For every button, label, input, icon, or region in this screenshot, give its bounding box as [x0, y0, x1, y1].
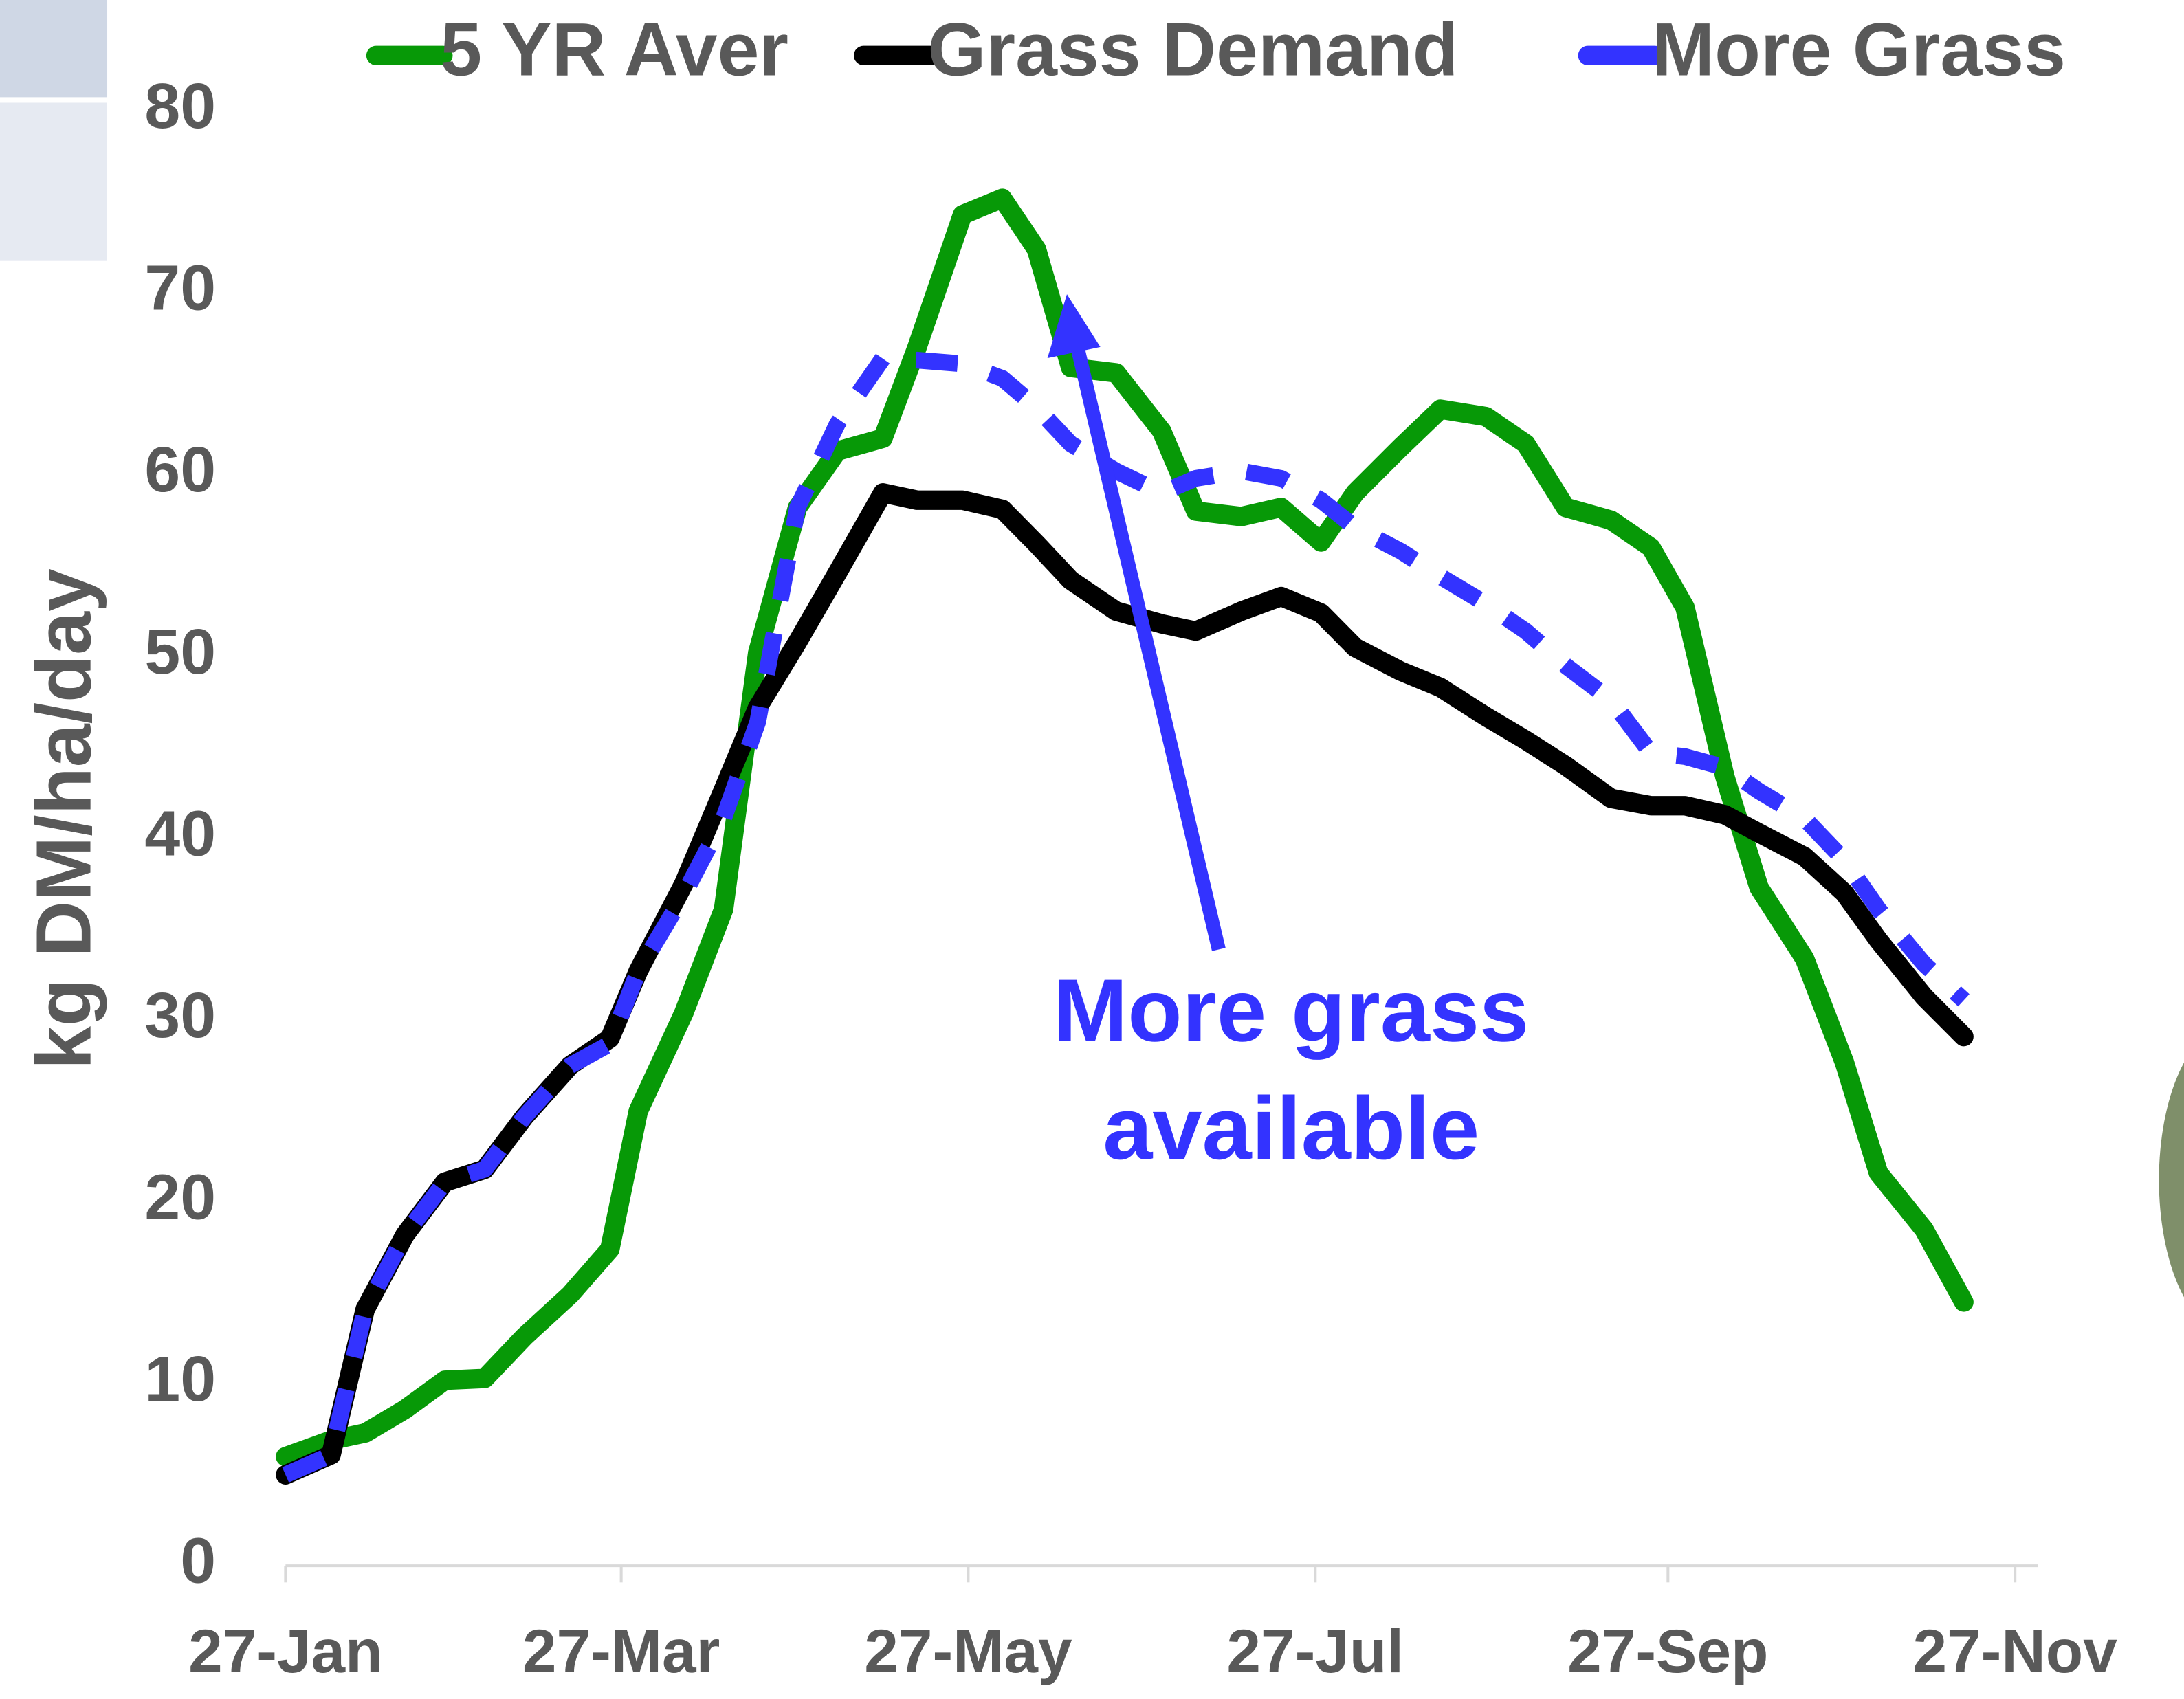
y-tick-label: 60 — [144, 434, 216, 505]
chart: kg DM/ha/day More grass available 0 10 20 3… — [0, 0, 2184, 1699]
x-tick-label: 27-Jul — [1226, 1617, 1404, 1685]
x-tick-label: 27-May — [864, 1617, 1072, 1685]
y-tick-label: 0 — [180, 1525, 216, 1597]
series-line — [285, 199, 1963, 1457]
y-axis-label: kg DM/ha/day — [20, 568, 107, 1069]
legend-label: 5 YR Aver — [440, 8, 788, 92]
annotation: More grass — [1053, 962, 1529, 1061]
decor — [0, 0, 107, 97]
x-tick-label: 27-Sep — [1567, 1617, 1768, 1685]
y-tick-label: 20 — [144, 1162, 216, 1233]
legend-label: Grass Demand — [927, 8, 1458, 92]
annotation: available — [1103, 1079, 1479, 1178]
x-tick-label: 27-Jan — [188, 1617, 382, 1685]
photo-edge — [2159, 1028, 2184, 1333]
legend-label: More Grass — [1652, 8, 2066, 92]
x-tick-label: 27-Mar — [522, 1617, 720, 1685]
decor — [0, 102, 107, 260]
y-tick-label: 70 — [144, 252, 216, 324]
y-tick-label: 30 — [144, 979, 216, 1051]
y-tick-label: 40 — [144, 798, 216, 869]
page: kg DM/ha/day More grass available 0 10 20 3… — [0, 0, 2184, 1699]
x-tick-label: 27-Nov — [1913, 1617, 2118, 1685]
y-tick-label: 50 — [144, 616, 216, 687]
y-tick-label: 80 — [144, 70, 216, 142]
y-tick-label: 10 — [144, 1343, 216, 1414]
